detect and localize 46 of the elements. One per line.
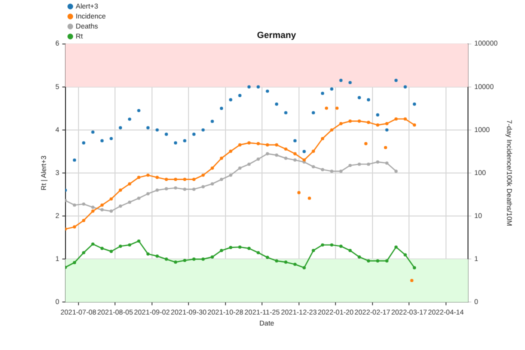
point <box>110 136 113 140</box>
point <box>238 94 242 98</box>
point <box>366 98 370 102</box>
point <box>210 120 214 123</box>
point <box>284 111 288 114</box>
point <box>339 78 343 82</box>
point <box>302 150 306 154</box>
point <box>128 118 132 121</box>
point <box>174 141 178 144</box>
point <box>256 85 260 88</box>
point <box>72 158 76 162</box>
point <box>156 128 159 132</box>
point <box>384 146 388 150</box>
point <box>308 196 312 200</box>
point <box>82 141 86 144</box>
point <box>266 90 270 93</box>
point <box>335 106 339 110</box>
point <box>297 191 301 194</box>
point <box>320 92 324 95</box>
point <box>220 106 224 110</box>
point <box>385 128 388 132</box>
chart-title: Germany <box>256 30 296 40</box>
point <box>229 98 232 102</box>
point <box>247 85 251 88</box>
point <box>404 85 407 88</box>
point <box>100 139 104 142</box>
point <box>330 87 334 91</box>
point <box>410 278 414 282</box>
point <box>91 130 94 134</box>
point <box>364 142 368 146</box>
point <box>358 96 361 100</box>
point <box>146 126 150 130</box>
point <box>137 108 140 112</box>
point <box>376 113 380 116</box>
point <box>412 102 416 106</box>
point <box>275 102 278 106</box>
point <box>183 139 186 142</box>
point <box>324 106 328 110</box>
point <box>312 111 315 114</box>
point <box>202 128 205 132</box>
point <box>192 132 196 136</box>
point <box>118 126 122 130</box>
point <box>394 78 398 82</box>
point <box>164 132 168 136</box>
point <box>293 139 297 142</box>
point <box>348 80 352 84</box>
